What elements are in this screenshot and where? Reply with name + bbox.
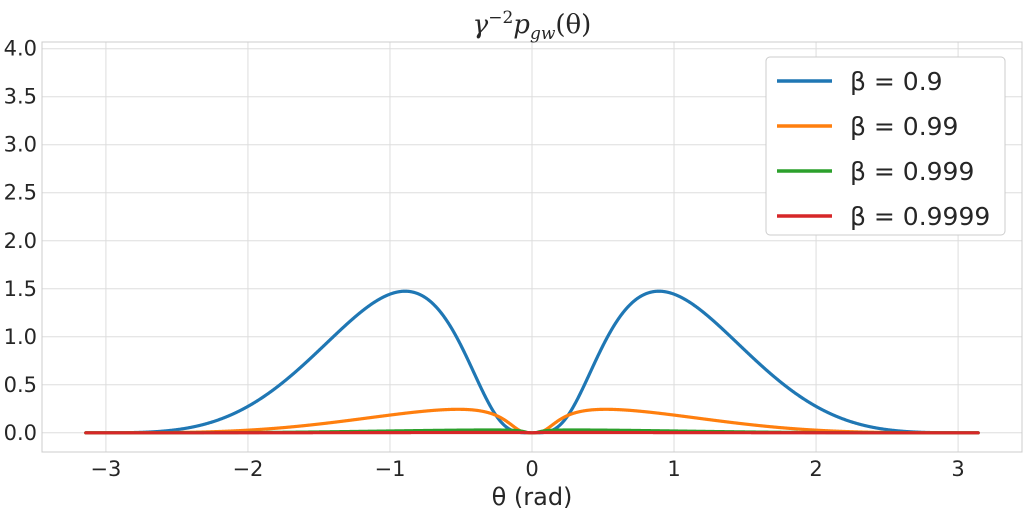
- y-tick-label: 3.5: [4, 85, 37, 109]
- x-tick-label: 2: [809, 457, 822, 481]
- plot-frame: [41, 41, 1023, 453]
- y-tick-label: 2.0: [4, 229, 37, 253]
- y-tick-label: 4.0: [4, 37, 37, 61]
- x-axis-ticks: −3 −2 −1 0 1 2 3: [90, 457, 964, 481]
- x-tick-label: −3: [90, 457, 121, 481]
- y-tick-label: 0.0: [4, 421, 37, 445]
- y-tick-label: 0.5: [4, 373, 37, 397]
- y-tick-label: 3.0: [4, 133, 37, 157]
- legend: β = 0.9 β = 0.99 β = 0.999 β = 0.9999: [765, 56, 1006, 236]
- series-layer: [84, 289, 980, 435]
- legend-label: β = 0.999: [850, 157, 974, 186]
- legend-box: [765, 56, 1006, 236]
- y-tick-label: 2.5: [4, 181, 37, 205]
- x-tick-label: −1: [374, 457, 405, 481]
- x-tick-label: 3: [951, 457, 964, 481]
- y-axis-ticks: 0.0 0.5 1.0 1.5 2.0 2.5 3.0 3.5 4.0: [4, 37, 37, 445]
- legend-label: β = 0.9999: [850, 202, 990, 231]
- chart-title: γ−2pgw(θ): [473, 8, 592, 44]
- y-tick-label: 1.0: [4, 325, 37, 349]
- x-tick-label: −2: [232, 457, 263, 481]
- x-tick-label: 1: [667, 457, 680, 481]
- x-tick-label: 0: [525, 457, 538, 481]
- legend-label: β = 0.99: [850, 112, 958, 141]
- x-axis-label: θ (rad): [492, 483, 573, 511]
- y-tick-label: 1.5: [4, 277, 37, 301]
- legend-label: β = 0.9: [850, 67, 943, 96]
